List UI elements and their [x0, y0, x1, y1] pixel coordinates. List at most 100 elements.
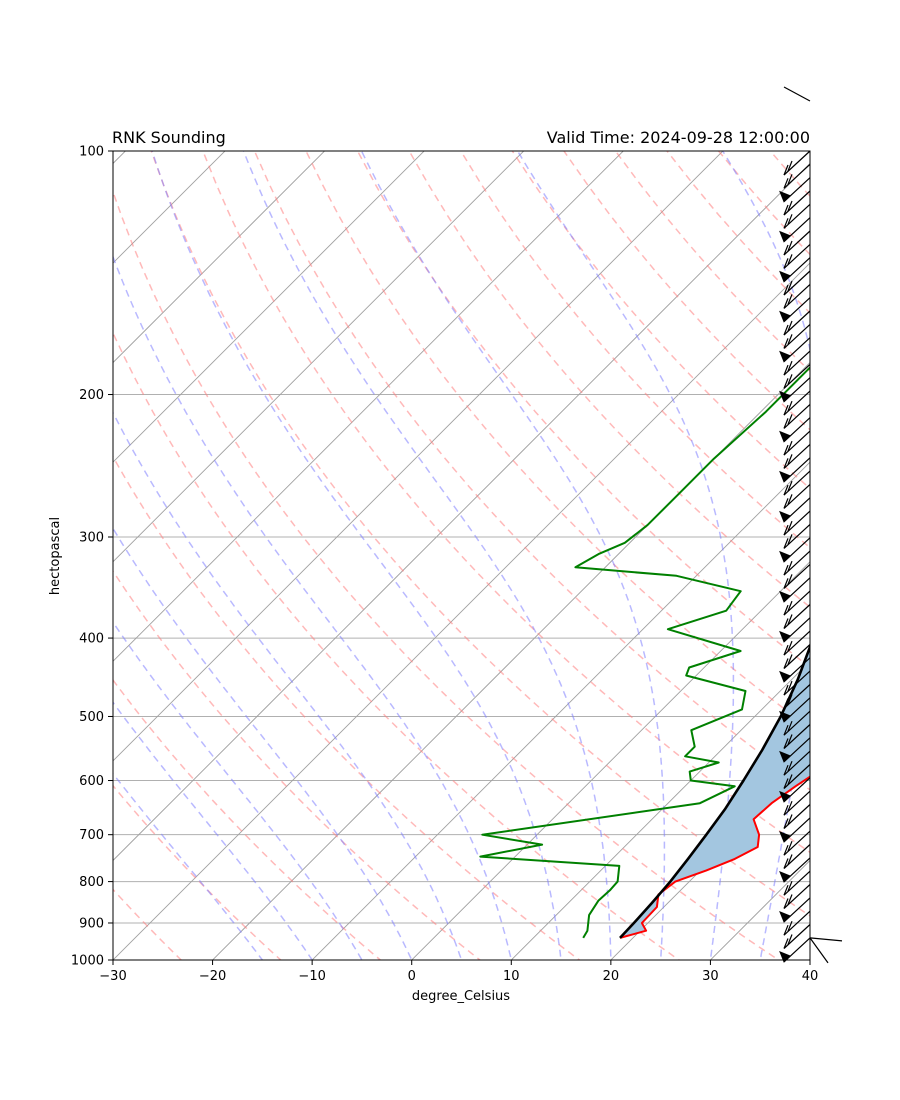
barb-feather — [783, 218, 789, 229]
barb-staff — [783, 363, 811, 389]
wind-barb — [783, 243, 811, 269]
x-tick-label: 10 — [503, 969, 520, 984]
barb-feather — [787, 534, 793, 545]
barb-flag — [779, 270, 791, 283]
barb-staff — [783, 563, 811, 589]
parcel-profile-line — [619, 643, 810, 939]
barb-feather — [787, 720, 793, 732]
barb-feather — [787, 400, 793, 412]
wind-barb — [779, 417, 811, 443]
dry-adiabat — [511, 151, 810, 490]
barb-staff — [783, 443, 811, 469]
wind-barb — [783, 523, 811, 549]
barb-feather — [783, 604, 789, 616]
x-axis-label: degree_Celsius — [412, 989, 510, 1004]
wind-barb — [783, 590, 811, 616]
wind-barb — [783, 670, 811, 696]
barb-flag — [779, 630, 791, 643]
barb-feather — [783, 298, 789, 309]
moist-adiabat — [113, 254, 513, 960]
barb-flag — [779, 190, 791, 203]
y-tick-label: 400 — [79, 632, 104, 647]
isotherm-gridline — [113, 151, 425, 463]
barb-feather — [783, 938, 789, 949]
barb-feather — [783, 644, 789, 656]
barb-feather — [787, 240, 793, 252]
barb-staff — [783, 604, 811, 629]
barb-feather — [783, 338, 789, 349]
barb-feather — [783, 564, 789, 576]
barb-feather — [787, 254, 793, 265]
wind-barb — [783, 310, 811, 336]
wind-barb — [783, 684, 811, 709]
x-tick-label: −20 — [199, 969, 226, 984]
barb-flag — [779, 831, 791, 843]
wind-barb — [783, 283, 811, 309]
wind-barb — [783, 844, 811, 869]
barb-flag — [779, 470, 791, 483]
barb-feather — [787, 360, 793, 372]
wind-barb — [783, 563, 811, 589]
barb-staff — [783, 163, 811, 189]
barb-flag — [779, 390, 791, 403]
wind-barb — [783, 390, 811, 416]
wind-barb — [779, 777, 811, 803]
barb-staff — [783, 203, 811, 229]
wind-barb — [779, 457, 811, 483]
wind-barb — [783, 203, 811, 229]
barb-feather — [787, 880, 793, 892]
isotherm-gridline — [809, 959, 810, 960]
moist-adiabat — [809, 956, 810, 960]
wind-barb — [783, 150, 811, 176]
barb-feather — [787, 520, 793, 532]
barb-staff — [783, 483, 811, 509]
barb-feather — [787, 734, 793, 745]
wind-barb — [779, 897, 811, 923]
barb-feather — [783, 898, 789, 909]
barb-flag — [779, 750, 791, 763]
isotherm-gridline — [113, 151, 525, 563]
isotherm-gridline — [610, 760, 810, 960]
barb-feather — [787, 760, 793, 772]
wind-barb — [783, 443, 811, 469]
wind-barb — [783, 910, 811, 936]
barb-feather — [787, 174, 793, 185]
wind-barb — [779, 497, 811, 523]
dry-adiabat — [150, 151, 810, 917]
isotherm-gridline — [113, 151, 226, 264]
barb-feather — [787, 560, 793, 572]
barb-feather — [787, 294, 793, 305]
barb-feather — [787, 334, 793, 345]
isotherm-gridline — [211, 361, 810, 960]
y-tick-label: 200 — [79, 388, 104, 403]
x-tick-label: 40 — [802, 969, 819, 984]
isotherm-gridline — [113, 151, 724, 762]
wind-barb — [779, 537, 811, 563]
barb-feather — [783, 404, 789, 416]
y-tick-label: 100 — [79, 145, 104, 160]
barb-feather — [783, 178, 789, 189]
barb-flag — [779, 790, 791, 803]
wind-barb — [783, 604, 811, 629]
wind-barb — [809, 937, 843, 964]
x-tick-label: 0 — [408, 969, 416, 984]
data-layer — [479, 366, 810, 939]
barb-staff — [783, 884, 811, 909]
dry-adiabat — [113, 678, 382, 960]
moist-adiabat — [113, 527, 413, 960]
dry-adiabat — [113, 455, 581, 960]
barb-feather — [787, 454, 793, 465]
wind-barb — [783, 884, 811, 909]
barb-feather — [783, 778, 789, 789]
isotherm-gridline — [113, 162, 810, 862]
barb-feather — [783, 204, 789, 216]
y-tick-label: 800 — [79, 875, 104, 890]
barb-staff — [809, 937, 829, 964]
dry-adiabat — [460, 151, 810, 549]
barb-feather — [809, 937, 843, 942]
x-tick-label: −30 — [99, 969, 126, 984]
moist-adiabat — [113, 411, 463, 960]
barb-feather — [787, 934, 793, 945]
